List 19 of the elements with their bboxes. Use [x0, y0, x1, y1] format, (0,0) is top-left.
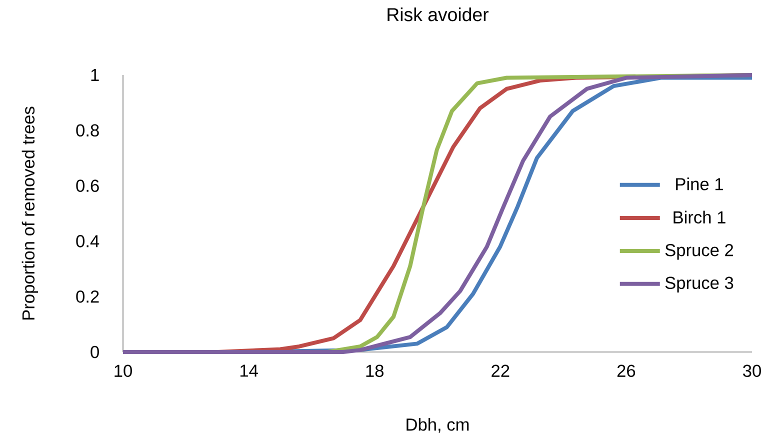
x-tick-label: 10 [114, 364, 132, 377]
legend-label: Spruce 3 [665, 276, 734, 292]
x-tick-label: 14 [240, 364, 258, 377]
legend-label: Pine 1 [676, 178, 723, 190]
x-tick-label: 18 [366, 364, 384, 377]
x-tick-label: 30 [743, 364, 761, 377]
y-tick-label: 0.4 [76, 235, 100, 248]
y-tick-label: 1 [91, 69, 99, 81]
x-axis-title: Dbh, cm [406, 418, 469, 433]
y-tick-label: 0.6 [76, 180, 99, 192]
legend-label: Birch 1 [674, 210, 726, 224]
y-tick-label: 0.8 [76, 124, 99, 137]
y-axis-title: Proportion of removed trees [22, 106, 38, 320]
y-tick-label: 0 [90, 346, 99, 358]
x-tick-label: 22 [492, 364, 510, 377]
legend-label: Spruce 2 [665, 244, 734, 260]
y-tick-label: 0.2 [76, 290, 99, 303]
chart-title: Risk avoider [388, 8, 489, 22]
x-tick-label: 26 [617, 364, 636, 377]
